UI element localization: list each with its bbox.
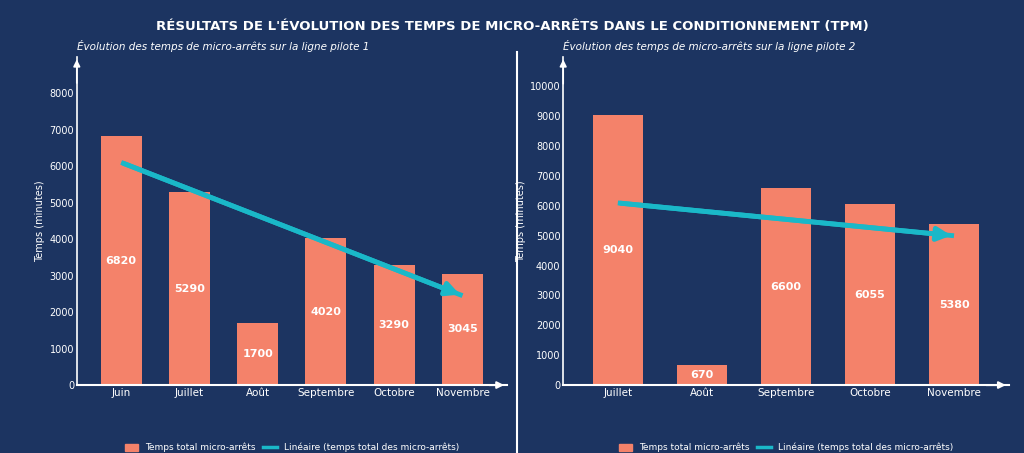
- Bar: [100, 136, 141, 385]
- Bar: [169, 192, 210, 385]
- Bar: [374, 265, 415, 385]
- Bar: [238, 323, 279, 385]
- Text: 9040: 9040: [602, 245, 633, 255]
- Bar: [305, 238, 346, 385]
- Bar: [677, 365, 727, 385]
- Text: 3045: 3045: [447, 324, 478, 334]
- Text: Évolution des temps de micro-arrêts sur la ligne pilote 1: Évolution des temps de micro-arrêts sur …: [77, 40, 370, 52]
- Bar: [845, 204, 895, 385]
- Text: 1700: 1700: [243, 349, 273, 359]
- Text: 6820: 6820: [105, 255, 136, 265]
- Bar: [761, 188, 811, 385]
- Text: 3290: 3290: [379, 320, 410, 330]
- Bar: [929, 224, 979, 385]
- Legend: Temps total micro-arrêts, Linéaire (temps total des micro-arrêts): Temps total micro-arrêts, Linéaire (temp…: [121, 439, 463, 453]
- Text: 5290: 5290: [174, 284, 205, 294]
- Y-axis label: Temps (minutes): Temps (minutes): [35, 180, 45, 262]
- Text: RÉSULTATS DE L'ÉVOLUTION DES TEMPS DE MICRO-ARRÊTS DANS LE CONDITIONNEMENT (TPM): RÉSULTATS DE L'ÉVOLUTION DES TEMPS DE MI…: [156, 19, 868, 33]
- Text: 5380: 5380: [939, 300, 970, 310]
- Text: 6600: 6600: [770, 281, 802, 292]
- Text: 4020: 4020: [310, 307, 341, 317]
- Text: Évolution des temps de micro-arrêts sur la ligne pilote 2: Évolution des temps de micro-arrêts sur …: [563, 40, 856, 52]
- Legend: Temps total micro-arrêts, Linéaire (temps total des micro-arrêts): Temps total micro-arrêts, Linéaire (temp…: [615, 439, 956, 453]
- Y-axis label: Temps (minutes): Temps (minutes): [516, 180, 525, 262]
- Bar: [593, 115, 643, 385]
- Bar: [442, 274, 483, 385]
- Text: 6055: 6055: [855, 289, 886, 299]
- Text: 670: 670: [690, 370, 714, 380]
